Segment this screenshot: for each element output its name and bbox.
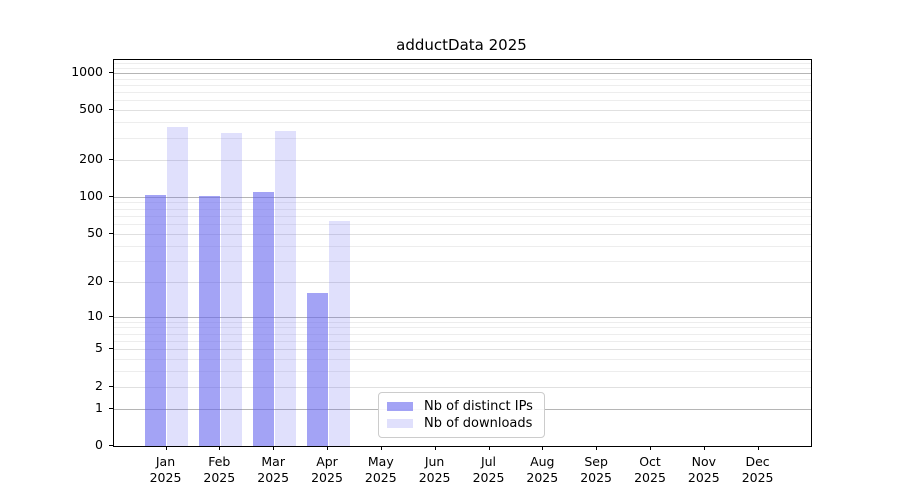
x-axis-tick-label: Jul 2025 <box>472 454 505 485</box>
gridline-minor <box>114 359 811 361</box>
x-axis-tick-label: Mar 2025 <box>257 454 290 485</box>
gridline-major <box>114 316 811 318</box>
x-axis-tick <box>380 446 382 450</box>
bar-distinct-ips <box>252 191 274 446</box>
gridline-minor <box>114 67 811 69</box>
gridline-minor <box>114 340 811 342</box>
gridline-minor <box>114 137 811 139</box>
bar-downloads <box>167 126 188 446</box>
bar-distinct-ips <box>306 293 328 446</box>
gridline <box>114 386 811 388</box>
gridline <box>114 110 811 112</box>
x-axis-tick <box>273 446 275 450</box>
gridline-minor <box>114 202 811 204</box>
legend-swatch-downloads-icon <box>387 419 413 428</box>
legend-item-downloads: Nb of downloads <box>387 415 536 432</box>
gridline-minor <box>114 122 811 124</box>
x-axis-tick-label: Sep 2025 <box>580 454 612 485</box>
bar-distinct-ips <box>198 195 220 446</box>
x-axis-tick-label: Feb 2025 <box>203 454 236 485</box>
y-axis-tick-label: 5 <box>95 340 103 356</box>
gridline-minor <box>114 260 811 262</box>
legend-label-downloads: Nb of downloads <box>424 416 533 431</box>
y-axis-tick <box>109 232 113 234</box>
gridline-minor <box>114 215 811 217</box>
y-axis-tick <box>109 315 113 317</box>
y-axis-tick <box>109 195 113 197</box>
bar-distinct-ips <box>145 194 166 446</box>
x-axis-tick-label: Nov 2025 <box>687 454 720 485</box>
x-axis-tick-label: Oct 2025 <box>634 454 666 485</box>
x-axis-tick <box>327 446 328 450</box>
gridline-minor <box>114 78 811 80</box>
y-axis-tick-label: 100 <box>79 187 103 203</box>
gridline <box>114 281 811 283</box>
x-axis-tick-label: Apr 2025 <box>311 454 343 485</box>
gridline <box>114 159 811 161</box>
gridline-minor <box>114 208 811 210</box>
x-axis-tick-label: Jan 2025 <box>149 454 182 485</box>
y-axis-tick-label: 2 <box>95 377 103 393</box>
x-axis-tick <box>596 446 598 450</box>
y-axis-tick <box>109 385 113 387</box>
legend-swatch-distinct-ips-icon <box>387 402 413 411</box>
y-axis-tick-label: 500 <box>79 101 103 117</box>
y-axis-tick <box>109 445 113 446</box>
x-axis-tick-label: Jun 2025 <box>418 454 451 485</box>
gridline-major <box>114 72 811 74</box>
y-axis-tick <box>109 348 113 350</box>
legend-label-distinct-ips: Nb of distinct IPs <box>424 399 533 414</box>
chart-title: adductData 2025 <box>396 36 527 54</box>
gridline <box>114 349 811 351</box>
y-axis-tick-label: 20 <box>87 272 103 288</box>
gridline-minor <box>114 245 811 247</box>
plot-area <box>113 59 812 447</box>
x-axis-tick <box>488 446 490 450</box>
x-axis-tick <box>434 446 436 450</box>
gridline-minor <box>114 333 811 335</box>
y-axis-tick <box>109 407 113 409</box>
y-axis-tick <box>109 71 113 73</box>
x-axis-tick <box>165 446 167 450</box>
gridline-minor <box>114 92 811 94</box>
bar-downloads <box>274 130 296 446</box>
gridline-minor <box>114 371 811 373</box>
y-axis-tick-label: 1000 <box>71 63 103 79</box>
x-axis-tick <box>219 446 221 450</box>
bar-downloads <box>220 132 242 446</box>
y-axis-tick-label: 0 <box>95 437 103 452</box>
gridline-major <box>114 196 811 198</box>
legend: Nb of distinct IPs Nb of downloads <box>378 392 545 438</box>
gridline-minor <box>114 224 811 225</box>
y-axis-tick <box>109 158 113 160</box>
x-axis-tick-label: Aug 2025 <box>526 454 559 485</box>
y-axis-tick-label: 1 <box>95 399 103 415</box>
y-axis-tick-label: 10 <box>87 307 103 323</box>
gridline <box>114 233 811 235</box>
y-axis-tick-label: 50 <box>87 224 103 240</box>
x-axis-tick-label: Dec 2025 <box>741 454 774 485</box>
x-axis-tick-label: May 2025 <box>364 454 397 485</box>
legend-item-distinct-ips: Nb of distinct IPs <box>387 398 536 415</box>
gridline-minor <box>114 321 811 323</box>
y-axis-tick <box>109 109 113 111</box>
x-axis-tick <box>757 446 759 450</box>
gridline-minor <box>114 100 811 102</box>
x-axis-tick <box>542 446 544 450</box>
y-axis-tick <box>109 280 113 282</box>
bar-downloads <box>328 220 350 446</box>
x-axis-tick <box>703 446 705 450</box>
gridline-minor <box>114 84 811 86</box>
x-axis-tick <box>650 446 651 450</box>
gridline-minor <box>114 327 811 329</box>
y-axis-tick-label: 200 <box>79 150 103 166</box>
gridline-minor <box>114 63 811 65</box>
